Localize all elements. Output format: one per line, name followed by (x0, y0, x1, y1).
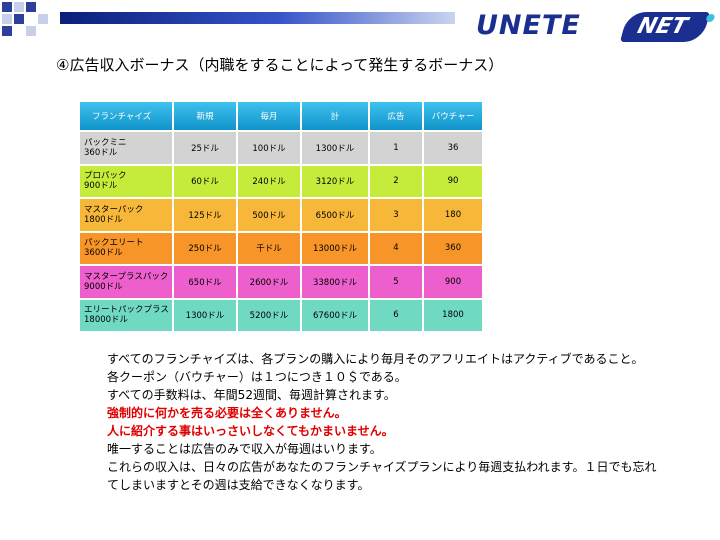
table-cell-new: 125ドル (174, 199, 236, 231)
table-cell-voucher: 36 (424, 132, 482, 164)
table-row: エリートパックプラス 18000ドル 1300ドル 5200ドル 67600ドル 6 180… (80, 299, 482, 331)
table-row: マスタープラスパック 9000ドル 650ドル 2600ドル 33800ドル 5 900 (80, 266, 482, 298)
header-new: 新規 (174, 102, 236, 130)
table-cell-total: 1300ドル (302, 132, 368, 164)
table-cell-total: 67600ドル (302, 299, 368, 331)
table-cell-voucher: 900 (424, 266, 482, 298)
table-cell-total: 13000ドル (302, 232, 368, 264)
table-row: パックエリート 3600ドル 250ドル 千ドル 13000ドル 4 360 (80, 232, 482, 264)
table-row: プロパック 900ドル 60ドル 240ドル 3120ドル 2 90 (80, 165, 482, 197)
table-cell-name: マスタープラスパック 9000ドル (80, 266, 172, 298)
decor-square (2, 14, 12, 24)
text-line: これらの収入は、日々の広告があなたのフランチャイズプランにより毎週支払われます。… (107, 460, 657, 492)
slide-title: ④広告収入ボーナス（内職をすることによって発生するボーナス） (56, 56, 504, 74)
table-cell-new: 60ドル (174, 165, 236, 197)
table-cell-new: 25ドル (174, 132, 236, 164)
table-cell-name: エリートパックプラス 18000ドル (80, 299, 172, 331)
table-cell-ad: 5 (370, 266, 422, 298)
logo: UNETE NET (476, 10, 716, 44)
header-bar (60, 12, 455, 24)
table-cell-name: プロパック 900ドル (80, 165, 172, 197)
decorative-squares (0, 0, 60, 40)
header-monthly: 毎月 (238, 102, 300, 130)
text-line: 唯一することは広告のみで収入が毎週はいります。 (107, 442, 382, 456)
table-cell-monthly: 5200ドル (238, 299, 300, 331)
table-cell-name: パックエリート 3600ドル (80, 232, 172, 264)
table-cell-monthly: 千ドル (238, 232, 300, 264)
table-cell-ad: 3 (370, 199, 422, 231)
text-line: すべてのフランチャイズは、各プランの購入により毎月そのアフリエイトはアクティブで… (107, 352, 644, 366)
decor-square (14, 14, 24, 24)
table-cell-ad: 6 (370, 299, 422, 331)
text-line: すべての手数料は、年間52週間、毎週計算されます。 (107, 388, 396, 402)
text-line: 各クーポン（バウチャー）は１つにつき１０＄である。 (107, 370, 407, 384)
plan-table: フランチャイズ 新規 毎月 計 広告 バウチャー パックミニ 360ドル 25ドル 1… (78, 100, 484, 333)
table-cell-monthly: 500ドル (238, 199, 300, 231)
table-cell-ad: 1 (370, 132, 422, 164)
table-cell-voucher: 360 (424, 232, 482, 264)
table-row: パックミニ 360ドル 25ドル 100ドル 1300ドル 1 36 (80, 132, 482, 164)
table-cell-new: 650ドル (174, 266, 236, 298)
table-cell-new: 1300ドル (174, 299, 236, 331)
plan-table-wrap: フランチャイズ 新規 毎月 計 広告 バウチャー パックミニ 360ドル 25ドル 1… (78, 100, 482, 333)
decor-square (26, 26, 36, 36)
logo-text-left: UNETE (476, 10, 581, 41)
table-cell-monthly: 100ドル (238, 132, 300, 164)
decor-square (2, 2, 12, 12)
description-text: すべてのフランチャイズは、各プランの購入により毎月そのアフリエイトはアクティブで… (107, 350, 667, 494)
decor-square (2, 26, 12, 36)
table-cell-voucher: 180 (424, 199, 482, 231)
header-voucher: バウチャー (424, 102, 482, 130)
table-cell-total: 33800ドル (302, 266, 368, 298)
decor-square (14, 2, 24, 12)
table-cell-name: マスターパック 1800ドル (80, 199, 172, 231)
table-cell-name: パックミニ 360ドル (80, 132, 172, 164)
header-ad: 広告 (370, 102, 422, 130)
logo-swoosh: NET (619, 12, 716, 42)
table-cell-voucher: 90 (424, 165, 482, 197)
header-total: 計 (302, 102, 368, 130)
decor-square (26, 2, 36, 12)
table-cell-total: 3120ドル (302, 165, 368, 197)
table-cell-ad: 2 (370, 165, 422, 197)
table-cell-total: 6500ドル (302, 199, 368, 231)
header-franchise: フランチャイズ (80, 102, 172, 130)
logo-dot (705, 14, 716, 22)
table-cell-ad: 4 (370, 232, 422, 264)
table-cell-voucher: 1800 (424, 299, 482, 331)
emphasis-line: 強制的に何かを売る必要は全くありません。 (107, 406, 347, 420)
decor-square (38, 14, 48, 24)
table-row: マスターパック 1800ドル 125ドル 500ドル 6500ドル 3 180 (80, 199, 482, 231)
table-cell-new: 250ドル (174, 232, 236, 264)
emphasis-line: 人に紹介する事はいっさいしなくてもかまいません。 (107, 424, 394, 438)
table-cell-monthly: 240ドル (238, 165, 300, 197)
table-header-row: フランチャイズ 新規 毎月 計 広告 バウチャー (80, 102, 482, 130)
table-cell-monthly: 2600ドル (238, 266, 300, 298)
logo-text-right: NET (634, 14, 690, 39)
